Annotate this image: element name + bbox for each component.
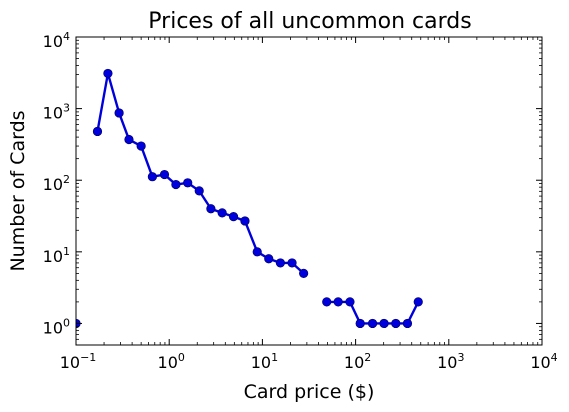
- x-tick-label: 10−1: [60, 351, 97, 372]
- data-point: [103, 68, 113, 79]
- plot-frame: [75, 36, 543, 346]
- data-point: [367, 318, 378, 329]
- data-point: [322, 297, 332, 307]
- data-point: [345, 297, 355, 307]
- data-point: [252, 247, 262, 257]
- data-point: [413, 297, 423, 307]
- y-tick-label: 102: [43, 173, 70, 194]
- data-point: [171, 179, 181, 190]
- data-point: [275, 258, 286, 268]
- data-point: [355, 318, 365, 329]
- data-point: [287, 258, 297, 268]
- y-tick-label: 104: [43, 30, 70, 51]
- data-point: [391, 318, 401, 329]
- x-tick-label: 101: [251, 351, 278, 372]
- x-tick-label: 100: [158, 351, 185, 372]
- y-tick-label: 100: [43, 316, 70, 337]
- series-layer: [76, 68, 423, 329]
- data-point: [159, 169, 170, 180]
- data-point: [402, 318, 413, 329]
- data-point: [183, 178, 193, 188]
- data-point: [264, 254, 274, 264]
- chart-title: Prices of all uncommon cards: [148, 9, 471, 34]
- data-point: [228, 212, 239, 222]
- data-point: [147, 172, 157, 182]
- x-tick-label: 102: [344, 351, 371, 372]
- data-point: [333, 297, 343, 307]
- data-point: [379, 318, 389, 329]
- data-point: [194, 186, 204, 196]
- data-point: [299, 268, 309, 278]
- data-point: [92, 126, 103, 137]
- x-axis-label: Card price ($): [244, 381, 375, 403]
- y-tick-label: 101: [43, 245, 70, 266]
- y-axis-label: Number of Cards: [7, 110, 29, 271]
- series-0: [76, 68, 423, 329]
- data-point: [240, 216, 250, 226]
- data-point: [114, 108, 124, 118]
- data-point: [217, 208, 227, 218]
- x-tick-label: 104: [530, 351, 557, 372]
- series-line-1: [96, 72, 305, 275]
- data-point: [124, 134, 134, 145]
- x-tick-label: 103: [437, 351, 464, 372]
- data-point: [206, 204, 216, 214]
- y-tick-label: 103: [43, 102, 70, 123]
- ticks-layer: 10−1 100 101 102 103 104 100 101 102 103 104: [43, 30, 558, 372]
- data-point: [136, 141, 146, 151]
